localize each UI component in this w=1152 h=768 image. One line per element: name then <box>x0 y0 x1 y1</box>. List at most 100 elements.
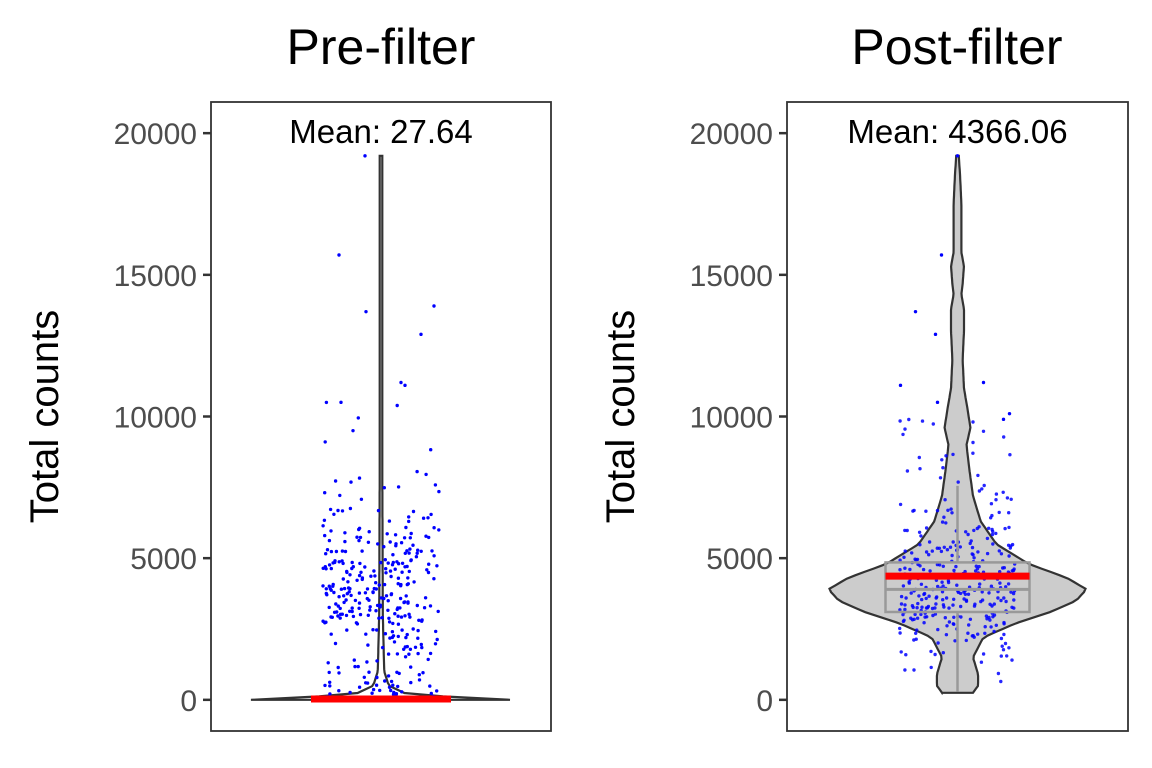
data-point <box>395 652 400 656</box>
data-point <box>374 587 378 591</box>
data-point <box>1007 511 1011 515</box>
data-point <box>912 638 916 642</box>
data-point <box>903 566 907 570</box>
data-point <box>898 383 903 388</box>
y-tick-label: 0 <box>180 685 197 718</box>
data-point <box>920 605 924 609</box>
data-point <box>933 652 937 657</box>
data-point <box>944 633 949 637</box>
data-point <box>353 664 357 669</box>
data-point <box>322 518 327 522</box>
data-point <box>388 540 392 544</box>
data-point <box>432 554 436 558</box>
data-point <box>323 533 327 538</box>
data-point <box>399 615 404 619</box>
data-point <box>356 664 360 669</box>
data-point <box>321 524 325 528</box>
data-point <box>902 555 906 559</box>
panel-border <box>786 101 1129 732</box>
data-point <box>937 546 942 550</box>
data-point <box>327 605 331 610</box>
data-point <box>327 584 331 588</box>
data-point <box>337 595 341 599</box>
data-point <box>979 660 984 664</box>
data-point <box>360 577 364 582</box>
data-point <box>435 689 439 693</box>
data-point <box>909 616 913 620</box>
data-point <box>999 636 1004 641</box>
data-point <box>905 469 910 473</box>
data-point <box>987 526 991 530</box>
data-point <box>956 590 961 595</box>
data-point <box>943 616 947 620</box>
data-point <box>946 580 951 585</box>
plot-area <box>250 154 511 703</box>
data-point <box>938 476 943 480</box>
data-point <box>1003 526 1007 531</box>
data-point <box>981 380 986 385</box>
data-point <box>404 525 408 530</box>
data-point <box>412 580 416 584</box>
data-point <box>407 569 411 574</box>
data-point <box>428 651 433 656</box>
data-point <box>420 645 424 650</box>
data-point <box>374 609 378 613</box>
data-point <box>936 641 940 645</box>
data-point <box>966 532 970 537</box>
data-point <box>408 547 412 551</box>
data-point <box>337 253 341 257</box>
data-point <box>951 452 955 457</box>
data-point <box>323 491 327 495</box>
data-point <box>324 400 329 405</box>
data-point <box>935 595 939 599</box>
data-point <box>391 621 395 626</box>
data-point <box>366 613 370 617</box>
data-point <box>327 563 332 567</box>
data-point <box>416 628 420 633</box>
data-point <box>400 690 404 694</box>
data-point <box>997 510 1001 515</box>
data-point <box>967 623 971 627</box>
data-point <box>918 543 922 547</box>
data-point <box>411 509 416 514</box>
data-point <box>994 531 998 536</box>
data-point <box>336 614 340 618</box>
data-point <box>997 549 1001 553</box>
data-point <box>384 567 388 571</box>
data-point <box>393 567 397 571</box>
data-point <box>367 530 371 534</box>
data-point <box>972 556 976 560</box>
data-point <box>919 612 923 617</box>
data-point <box>1007 525 1011 530</box>
data-point <box>403 383 407 388</box>
data-point <box>383 679 387 683</box>
data-point <box>976 632 980 636</box>
data-point <box>942 605 946 609</box>
data-point <box>933 606 937 610</box>
data-point <box>365 596 369 601</box>
data-point <box>363 591 368 595</box>
data-point <box>395 560 399 564</box>
data-point <box>913 612 917 617</box>
data-point <box>999 552 1004 556</box>
data-point <box>331 582 335 587</box>
data-point <box>399 541 404 545</box>
data-point <box>379 596 383 600</box>
y-tick-label: 10000 <box>690 402 773 435</box>
data-point <box>975 567 980 571</box>
data-point <box>417 618 421 622</box>
plot-area <box>828 154 1087 696</box>
data-point <box>435 637 439 642</box>
data-point <box>366 643 370 647</box>
data-point <box>918 564 922 568</box>
data-point <box>436 609 440 614</box>
data-point <box>917 594 921 598</box>
data-point <box>904 653 908 657</box>
data-point <box>941 598 945 602</box>
y-tick-label: 10000 <box>114 402 197 435</box>
data-point <box>396 582 400 586</box>
data-point <box>980 598 985 602</box>
data-point <box>345 592 349 596</box>
data-point <box>350 566 354 571</box>
data-point <box>351 428 355 433</box>
